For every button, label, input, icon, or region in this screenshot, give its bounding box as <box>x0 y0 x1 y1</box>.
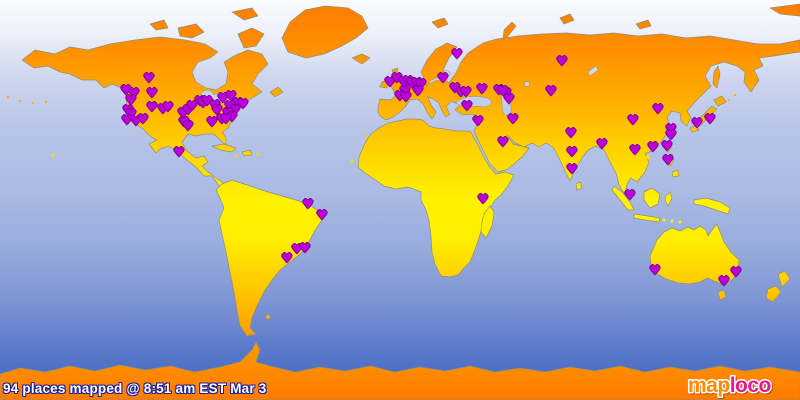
great-lakes <box>200 89 235 105</box>
landmasses <box>0 3 800 400</box>
banks-island <box>149 19 169 31</box>
victoria-island <box>177 23 205 39</box>
cape-verde <box>350 159 354 163</box>
madagascar <box>480 205 495 239</box>
maploco-logo[interactable]: maploco <box>684 371 796 399</box>
status-text: 94 places mapped @ 8:51 am EST Mar 3 <box>3 381 267 396</box>
hispaniola <box>241 149 253 157</box>
aral-sea <box>524 81 530 87</box>
small-islands <box>6 93 737 319</box>
philippines-mindanao <box>671 169 680 178</box>
inland-seas <box>200 65 599 116</box>
hainan <box>645 154 651 160</box>
iceland <box>351 53 371 65</box>
black-sea <box>455 96 492 108</box>
landmass-australia <box>649 223 740 286</box>
philippines-luzon <box>667 153 675 167</box>
japan-kyushu <box>689 124 700 133</box>
sri-lanka <box>575 181 583 191</box>
tasmania <box>717 289 727 301</box>
landmass-south-america <box>215 179 323 337</box>
falkland-islands <box>266 315 270 319</box>
puerto-rico <box>256 152 260 156</box>
sumatra <box>611 185 635 211</box>
borneo <box>643 187 661 209</box>
canary-islands <box>364 134 368 138</box>
logo-map-text: map <box>688 374 730 397</box>
novaya-zemlya <box>502 21 517 41</box>
landmass-north-america <box>21 36 269 189</box>
new-siberian-islands <box>635 19 652 30</box>
arctic-corner-land <box>769 3 800 17</box>
taiwan <box>665 141 673 153</box>
japan-honshu <box>695 105 718 127</box>
japan-hokkaido <box>713 95 727 107</box>
logo-loco-text: loco <box>730 374 771 397</box>
baffin-island <box>237 27 265 49</box>
status-bar: 94 places mapped @ 8:51 am EST Mar 3 <box>3 381 266 396</box>
severnaya-zemlya <box>559 13 575 25</box>
new-zealand-north-island <box>777 270 791 288</box>
great-britain <box>389 67 403 93</box>
cyprus <box>471 117 475 121</box>
landmass-africa <box>357 118 515 278</box>
ellesmere-island <box>231 7 259 21</box>
java <box>633 213 661 223</box>
svalbard <box>431 17 449 29</box>
svg-text:maploco: maploco <box>688 374 771 397</box>
newfoundland <box>269 86 284 98</box>
landmass-greenland <box>281 5 369 59</box>
new-guinea <box>693 197 731 215</box>
baltic-sea <box>428 69 452 85</box>
jamaica <box>234 154 238 158</box>
cuba <box>211 143 237 153</box>
ireland <box>379 79 389 89</box>
sulawesi <box>664 191 673 207</box>
landmass-antarctica <box>0 341 800 400</box>
lake-baikal <box>587 65 599 77</box>
new-zealand-south-island <box>765 285 782 303</box>
sakhalin <box>712 65 721 89</box>
caspian-sea <box>499 88 512 116</box>
hawaii <box>51 153 55 157</box>
